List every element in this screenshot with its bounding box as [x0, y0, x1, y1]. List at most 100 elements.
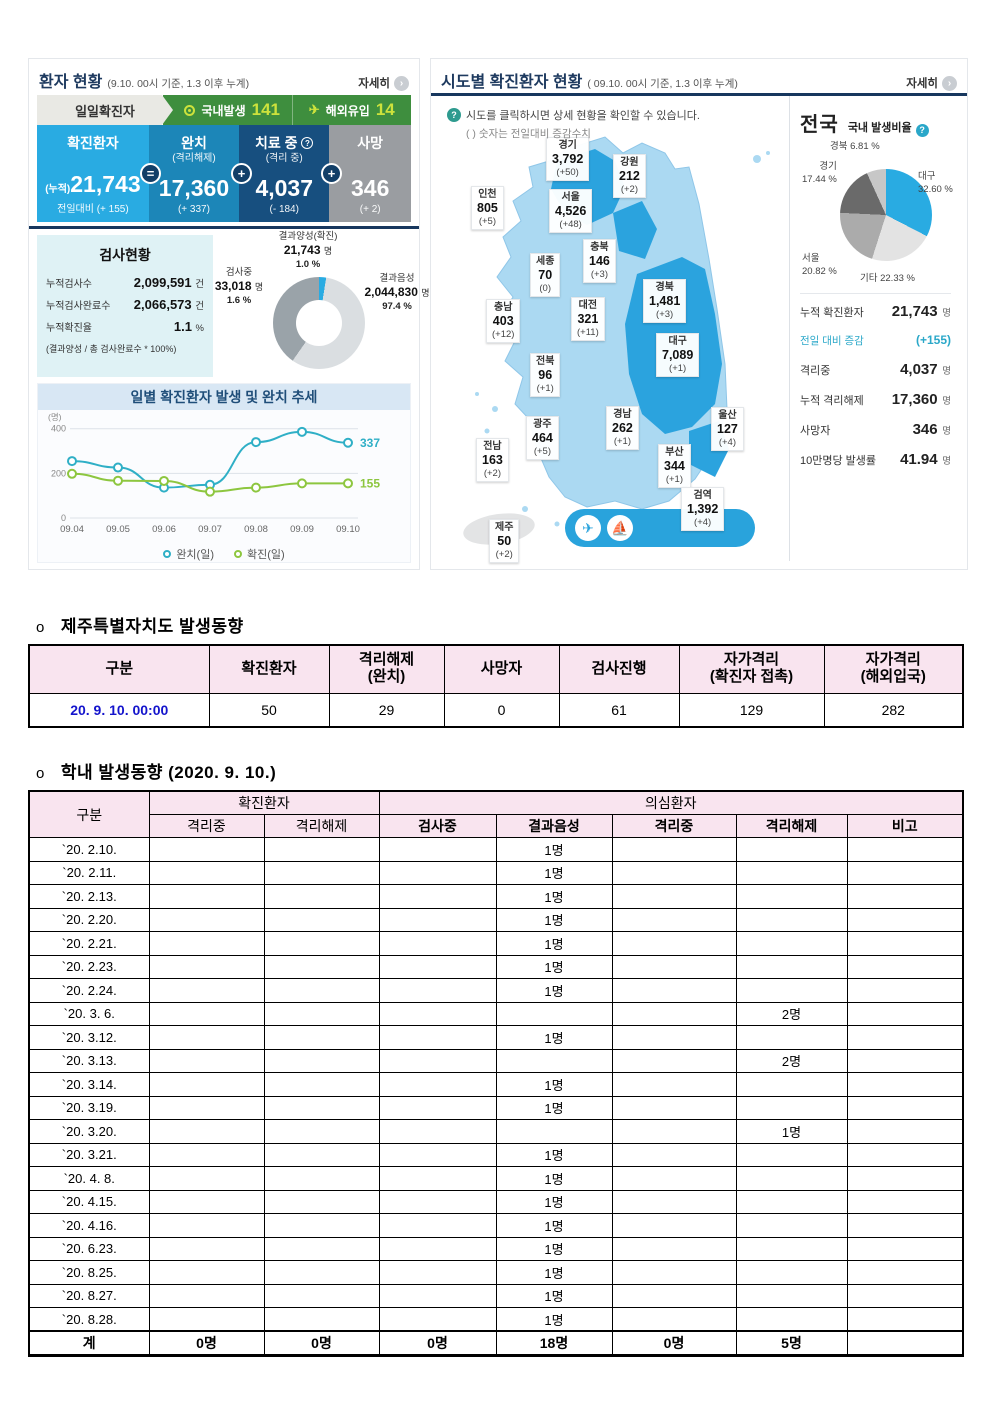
school-value-cell [611, 1001, 737, 1026]
school-value-cell [148, 1025, 265, 1050]
school-value-cell: 1명 [495, 1260, 613, 1285]
svg-text:09.04: 09.04 [60, 524, 84, 535]
region-value: 321 [577, 312, 599, 326]
more-label: 자세히 [906, 78, 938, 90]
donut-slice-name: 결과음성 [379, 273, 415, 284]
card-title: 확진환자 [67, 135, 119, 151]
question-mark-icon[interactable]: ? [915, 123, 929, 137]
region-label-제주[interactable]: 제주 50 (+2) [489, 519, 520, 564]
school-value-cell [735, 907, 848, 932]
region-label-광주[interactable]: 광주 464 (+5) [526, 416, 559, 461]
korea-map-area: 경기 3,792 (+50) 강원 212 (+2) 인천 805 (+5) 서울 4,526 (+4… [437, 109, 785, 564]
patient-panel-title: 환자 현황 [39, 74, 103, 91]
region-delta: (+50) [556, 167, 579, 178]
school-value-cell [611, 931, 737, 956]
stat-value: (+155) [915, 332, 951, 347]
bullet: o [36, 619, 45, 636]
stat-label: 누적 확진환자 [800, 306, 864, 319]
school-date-cell: `20. 2.11. [28, 860, 150, 885]
region-label-전남[interactable]: 전남 163 (+2) [476, 438, 509, 483]
school-value-cell [148, 1142, 265, 1167]
more-label: 자세히 [358, 78, 390, 90]
school-value-cell [735, 1166, 848, 1191]
ratio-label: 국내 발생비율 [847, 122, 912, 134]
pie-label-대구: 대구 32.60 % [918, 171, 953, 197]
domestic-value: 141 [251, 100, 281, 119]
school-value-cell: 1명 [495, 1142, 613, 1167]
quarantine-pill[interactable]: ✈ ⛵ [565, 509, 755, 547]
question-mark-icon: ? [447, 108, 461, 122]
jeju-header-cell: 사망자 [443, 644, 560, 694]
school-value-cell [378, 1001, 497, 1026]
region-label-서울[interactable]: 서울 4,526 (+48) [549, 189, 593, 234]
school-value-cell: 1명 [495, 837, 613, 862]
school-date-cell: 계 [28, 1330, 150, 1356]
region-more-link[interactable]: 자세히 › [906, 75, 957, 91]
school-value-cell [846, 978, 964, 1003]
region-delta: (+48) [559, 219, 582, 230]
school-value-cell [611, 1189, 737, 1214]
region-label-경기[interactable]: 경기 3,792 (+50) [546, 137, 590, 182]
map-note: ? 시도를 클릭하시면 상세 현황을 확인할 수 있습니다. ( ) 숫자는 전… [447, 107, 700, 141]
airplane-icon: ✈ [308, 102, 320, 117]
school-value-cell [378, 1072, 497, 1097]
school-value-cell [148, 1119, 265, 1144]
region-label-부산[interactable]: 부산 344 (+1) [658, 444, 691, 489]
national-stat-row: 전일 대비 증감 (+155) [800, 326, 951, 354]
chungbuk-shape[interactable] [613, 201, 657, 259]
ulleungdo-island [753, 155, 761, 163]
school-value-cell [735, 1236, 848, 1261]
region-name: 서울 [561, 192, 580, 203]
school-subheader: 격리중 [611, 814, 737, 838]
school-value-cell [735, 1189, 848, 1214]
school-value-cell [735, 931, 848, 956]
region-label-경북[interactable]: 경북 1,481 (+3) [643, 279, 687, 324]
region-label-경남[interactable]: 경남 262 (+1) [606, 406, 639, 451]
patient-more-link[interactable]: 자세히 › [358, 75, 409, 91]
school-data-row: `20. 6.23. 1명 [28, 1236, 964, 1261]
region-value: 1,392 [687, 502, 719, 516]
daily-confirmed-tab[interactable]: 일일확진자 [37, 95, 173, 125]
school-value-cell: 1명 [495, 1166, 613, 1191]
divider [800, 293, 951, 294]
region-label-세종[interactable]: 세종 70 (0) [530, 253, 561, 298]
school-value-cell [378, 1142, 497, 1167]
school-date-cell: `20. 8.27. [28, 1283, 150, 1308]
region-label-인천[interactable]: 인천 805 (+5) [471, 186, 504, 231]
school-value-cell: 1명 [495, 1072, 613, 1097]
svg-text:09.08: 09.08 [244, 524, 268, 535]
card-value: 4,037 [255, 175, 313, 201]
region-label-충북[interactable]: 충북 146 (+3) [583, 239, 616, 284]
stat-value: 41.94 명 [900, 450, 951, 468]
region-label-울산[interactable]: 울산 127 (+4) [711, 407, 744, 452]
domestic-cases: 국내발생 141 [173, 95, 292, 125]
region-label-대전[interactable]: 대전 321 (+11) [571, 297, 605, 342]
school-value-cell [378, 1119, 497, 1144]
school-value-cell [846, 1095, 964, 1120]
school-data-row: `20. 8.25. 1명 [28, 1260, 964, 1285]
school-value-cell [263, 1001, 380, 1026]
region-label-강원[interactable]: 강원 212 (+2) [613, 154, 646, 199]
region-label-충남[interactable]: 충남 403 (+12) [486, 299, 521, 344]
region-label-전북[interactable]: 전북 96 (+1) [530, 353, 561, 398]
school-data-row: `20. 2.10. 1명 [28, 837, 964, 862]
school-data-row: `20. 4. 8. 1명 [28, 1166, 964, 1191]
region-value: 3,792 [552, 152, 584, 166]
school-value-cell [378, 1048, 497, 1073]
school-value-cell [735, 1072, 848, 1097]
region-label-대구[interactable]: 대구 7,089 (+1) [656, 333, 700, 378]
pie-label-경북: 경북 6.81 % [830, 141, 880, 152]
region-label-quarantine[interactable]: 검역 1,392 (+4) [681, 487, 725, 532]
school-date-cell: `20. 4.15. [28, 1189, 150, 1214]
school-value-cell [263, 954, 380, 979]
help-icon[interactable]: ? [301, 137, 314, 149]
school-data-row: `20. 2.24. 1명 [28, 978, 964, 1003]
school-value-cell [148, 1260, 265, 1285]
test-status-row: 누적검사완료수 2,066,573 건 [46, 297, 204, 312]
school-value-cell [148, 1236, 265, 1261]
chevron-right-icon: › [394, 75, 409, 91]
test-result-donut-chart [273, 277, 365, 369]
school-value-cell [378, 884, 497, 909]
school-value-cell [378, 860, 497, 885]
